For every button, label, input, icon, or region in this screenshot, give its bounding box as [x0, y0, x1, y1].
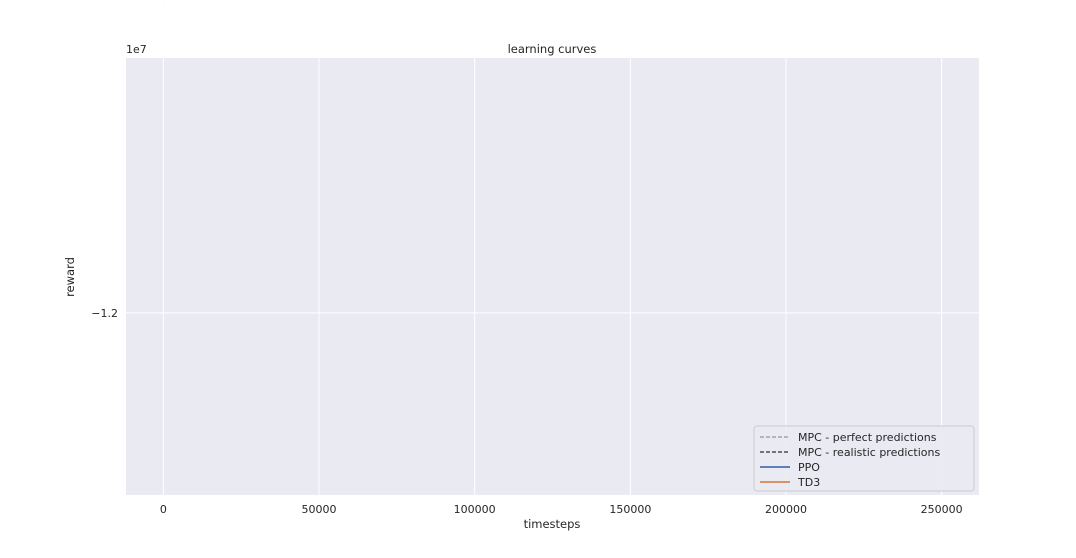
- legend-box: [753, 425, 975, 492]
- plot-background: [126, 58, 979, 495]
- legend-label: PPO: [798, 461, 820, 474]
- x-tick-label: 250000: [921, 503, 963, 516]
- legend-label: MPC - perfect predictions: [798, 431, 937, 444]
- y-tick-labels: −1.2−1.0−0.8−0.6−0.4−0.2: [91, 307, 118, 320]
- x-tick-labels: 0 50000 100000 150000 200000 250000: [160, 503, 963, 516]
- x-tick-label: 200000: [765, 503, 807, 516]
- x-tick-label: 150000: [609, 503, 651, 516]
- td3-confidence-band: [163, 0, 164, 22]
- x-tick-label: 100000: [454, 503, 496, 516]
- x-tick-label: 50000: [302, 503, 337, 516]
- grid: [126, 58, 979, 495]
- x-axis-label: timesteps: [524, 517, 581, 531]
- legend-label: TD3: [797, 476, 820, 489]
- legend-label: MPC - realistic predictions: [798, 446, 941, 459]
- y-offset-label: 1e7: [126, 43, 147, 56]
- y-tick-label: −1.2: [91, 307, 118, 320]
- y-axis-label: reward: [63, 257, 77, 297]
- chart-title: learning curves: [508, 42, 597, 56]
- confidence-bands: [163, 0, 164, 22]
- legend: MPC - perfect predictions MPC - realistic…: [753, 425, 975, 492]
- x-tick-label: 0: [160, 503, 167, 516]
